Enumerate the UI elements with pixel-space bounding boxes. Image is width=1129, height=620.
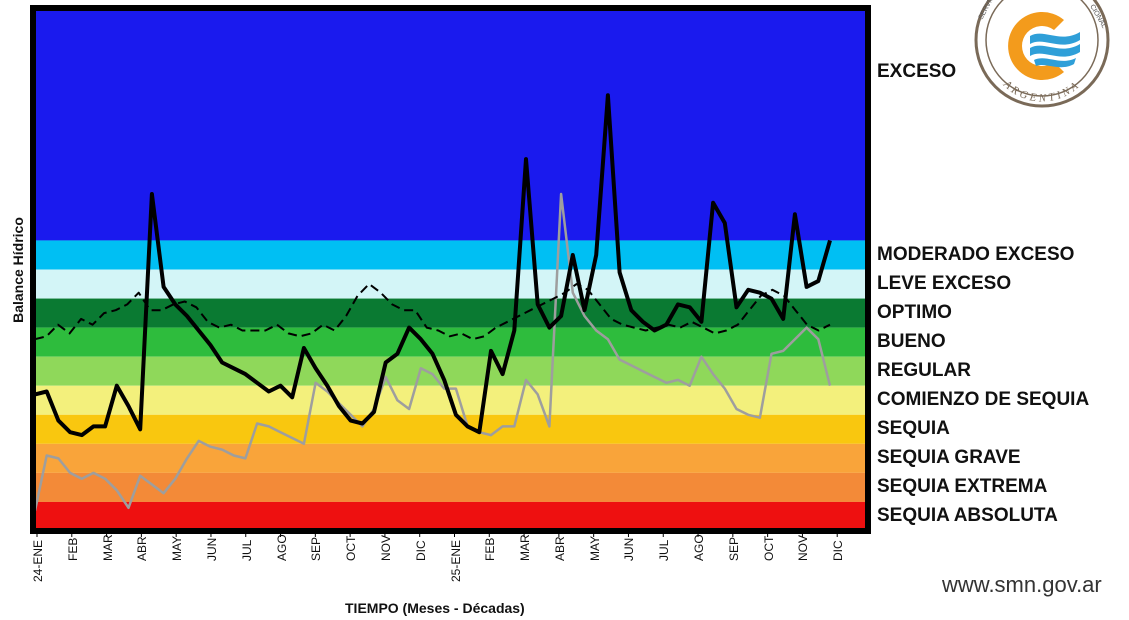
band-label: SEQUIA EXTREMA: [877, 476, 1048, 498]
band-label: SEQUIA: [877, 418, 950, 440]
x-tick-label: SEP: [726, 536, 741, 561]
band-label: EXCESO: [877, 60, 957, 82]
series-line-0: [34, 93, 832, 438]
x-tick-label: NOV: [796, 534, 811, 561]
band-3: [33, 298, 868, 328]
x-tick-label: 24-ENE: [31, 540, 45, 583]
band-8: [33, 443, 868, 473]
x-tick-label: MAR: [518, 533, 533, 561]
band-9: [33, 472, 868, 502]
x-tick-label: ABR: [552, 535, 567, 561]
x-tick-label: JUN: [622, 537, 637, 561]
x-tick-label: AGO: [692, 533, 707, 561]
website-link[interactable]: www.smn.gov.ar: [942, 572, 1102, 597]
band-label: SEQUIA GRAVE: [877, 447, 1021, 469]
x-tick-label: OCT: [344, 535, 359, 561]
x-tick-label: FEB: [65, 537, 80, 561]
band-0: [33, 8, 868, 241]
band-5: [33, 356, 868, 386]
y-axis-label: Balance Hídrico: [10, 217, 26, 323]
band-label: MODERADO EXCESO: [877, 243, 1075, 265]
x-tick-label: JUN: [204, 537, 219, 561]
x-tick-label: MAY: [587, 535, 602, 561]
band-label: REGULAR: [877, 360, 971, 382]
x-tick-label: AGO: [274, 533, 289, 561]
band-2: [33, 269, 868, 299]
x-tick-label: ABR: [135, 535, 150, 561]
plot-frame: [30, 5, 871, 534]
x-tick-label: MAY: [170, 535, 185, 561]
x-tick-label: JUL: [657, 539, 672, 561]
x-tick-label: OCT: [761, 535, 776, 561]
band-7: [33, 414, 868, 444]
x-tick-label: NOV: [378, 534, 393, 561]
x-tick-label: DIC: [831, 539, 846, 561]
x-axis-label: TIEMPO (Meses - Décadas): [345, 600, 525, 616]
series-line-1: [34, 283, 831, 341]
x-tick-label: 25-ENE: [448, 540, 463, 583]
band-4: [33, 327, 868, 357]
chart-series: [33, 93, 832, 511]
band-label: COMIENZO DE SEQUIA: [877, 389, 1090, 411]
series-line-2: [33, 192, 832, 511]
band-label: LEVE EXCESO: [877, 273, 1012, 295]
x-tick-label: FEB: [483, 537, 498, 561]
x-tick-label: JUL: [239, 539, 254, 561]
chart-bands: [33, 8, 868, 531]
x-tick-label: DIC: [413, 539, 428, 561]
smn-logo: ARGENTINA SERVIC CIONAL: [974, 0, 1110, 108]
x-tick-label: SEP: [309, 536, 324, 561]
x-tick-label: MAR: [100, 533, 115, 561]
band-label: BUENO: [877, 331, 946, 353]
band-label: OPTIMO: [877, 302, 952, 324]
band-label: SEQUIA ABSOLUTA: [877, 505, 1058, 527]
band-10: [33, 501, 868, 531]
